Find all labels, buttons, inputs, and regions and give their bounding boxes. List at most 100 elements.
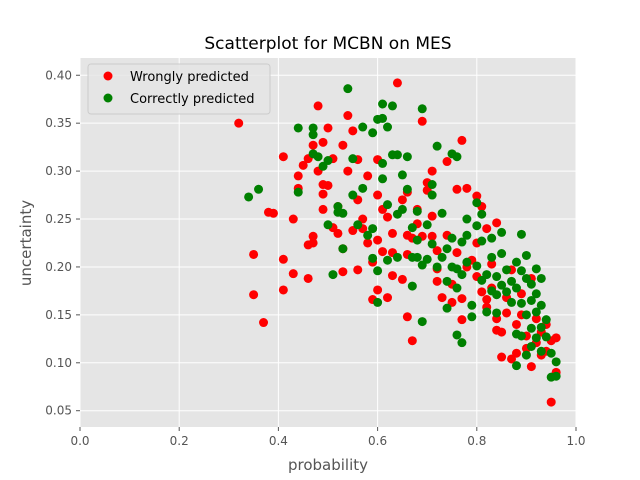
data-point	[373, 297, 383, 307]
data-point	[318, 137, 328, 147]
data-point	[472, 221, 482, 231]
data-point	[462, 230, 472, 240]
data-point	[521, 250, 531, 260]
series-0-points	[234, 78, 561, 407]
data-point	[457, 294, 467, 304]
data-point	[249, 290, 259, 300]
data-point	[343, 166, 353, 176]
data-point	[497, 327, 507, 337]
data-point	[531, 333, 541, 343]
data-point	[511, 361, 521, 371]
data-point	[551, 371, 561, 381]
data-point	[497, 280, 507, 290]
data-point	[318, 189, 328, 199]
data-point	[368, 128, 378, 138]
data-point	[383, 255, 393, 265]
plot-area	[80, 58, 576, 427]
data-point	[427, 239, 437, 249]
data-point	[358, 183, 368, 193]
data-point	[353, 265, 363, 275]
data-point	[521, 350, 531, 360]
data-point	[457, 338, 467, 348]
data-point	[378, 113, 388, 123]
data-point	[348, 126, 358, 136]
data-point	[477, 209, 487, 219]
data-point	[462, 214, 472, 224]
data-point	[472, 191, 482, 201]
data-point	[308, 231, 318, 241]
data-point	[427, 231, 437, 241]
y-tick-label: 0.25	[45, 212, 72, 226]
y-tick-label: 0.30	[45, 164, 72, 178]
data-point	[308, 130, 318, 140]
data-point	[536, 346, 546, 356]
y-tick-label: 0.20	[45, 260, 72, 274]
x-tick-label: 1.0	[566, 434, 585, 448]
y-tick-label: 0.35	[45, 116, 72, 130]
data-point	[511, 257, 521, 267]
data-point	[378, 99, 388, 109]
data-point	[432, 262, 442, 272]
data-point	[412, 252, 422, 262]
data-point	[452, 283, 462, 293]
data-point	[432, 141, 442, 151]
data-point	[482, 270, 492, 280]
data-point	[497, 249, 507, 259]
data-point	[516, 331, 526, 341]
data-point	[462, 183, 472, 193]
data-point	[378, 247, 388, 257]
data-point	[452, 152, 462, 162]
data-point	[308, 140, 318, 150]
data-point	[268, 208, 278, 218]
data-point	[502, 308, 512, 318]
data-point	[526, 279, 536, 289]
data-point	[551, 333, 561, 343]
data-point	[442, 244, 452, 254]
data-point	[516, 266, 526, 276]
data-point	[348, 154, 358, 164]
data-point	[407, 336, 417, 346]
data-point	[511, 283, 521, 293]
data-point	[397, 170, 407, 180]
chart-title: Scatterplot for MCBN on MES	[204, 34, 451, 54]
data-point	[457, 135, 467, 145]
data-point	[457, 237, 467, 247]
data-point	[308, 123, 318, 133]
data-point	[303, 273, 313, 283]
data-point	[422, 220, 432, 230]
data-point	[497, 227, 507, 237]
data-point	[373, 190, 383, 200]
x-tick-label: 0.8	[467, 434, 486, 448]
y-tick-label: 0.05	[45, 404, 72, 418]
x-tick-label: 0.4	[269, 434, 288, 448]
data-point	[492, 218, 502, 228]
data-point	[417, 317, 427, 327]
y-axis-label: uncertainty	[17, 200, 35, 286]
data-point	[338, 208, 348, 218]
data-point	[467, 312, 477, 322]
data-point	[477, 287, 487, 297]
data-point	[531, 314, 541, 324]
data-point	[278, 254, 288, 264]
data-point	[383, 200, 393, 210]
data-point	[526, 341, 536, 351]
data-point	[437, 208, 447, 218]
data-point	[368, 253, 378, 263]
data-point	[541, 332, 551, 342]
data-point	[492, 308, 502, 318]
data-point	[363, 230, 373, 240]
data-point	[551, 357, 561, 367]
data-point	[531, 307, 541, 317]
data-point	[526, 323, 536, 333]
data-point	[427, 211, 437, 221]
data-point	[308, 238, 318, 248]
legend-label-wrongly-predicted: Wrongly predicted	[130, 70, 249, 85]
data-point	[407, 223, 417, 233]
data-point	[278, 285, 288, 295]
data-point	[536, 322, 546, 332]
data-point	[492, 272, 502, 282]
data-point	[397, 274, 407, 284]
data-point	[442, 157, 452, 167]
gridlines	[79, 58, 577, 427]
